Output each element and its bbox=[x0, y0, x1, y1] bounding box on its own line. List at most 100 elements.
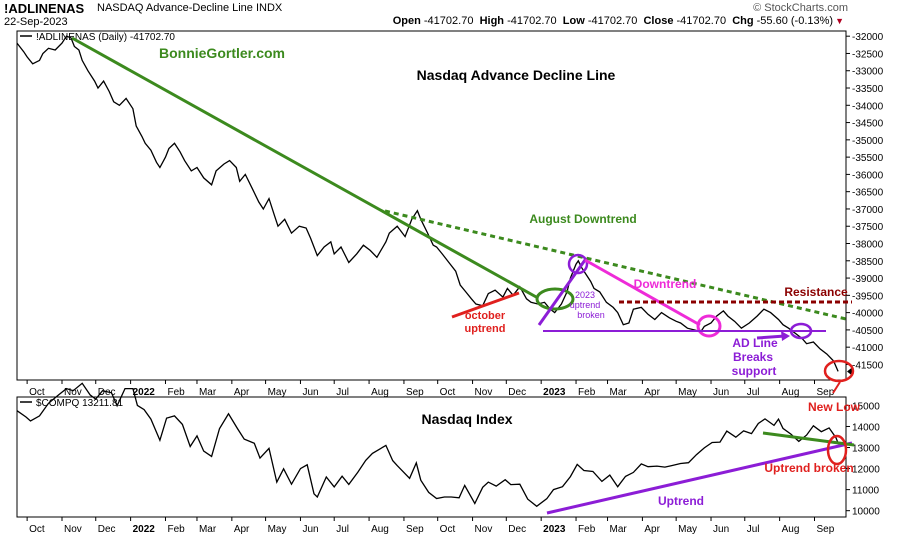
x-tick-label: Feb bbox=[578, 387, 596, 398]
uptrend-2023-label: 2023 bbox=[575, 290, 595, 300]
y-tick-label: 13000 bbox=[852, 444, 880, 455]
y-tick-label: -40000 bbox=[852, 309, 884, 320]
chart-title: Nasdaq Advance Decline Line bbox=[417, 67, 616, 83]
close-label: Close bbox=[643, 15, 674, 27]
y-tick-label: -37000 bbox=[852, 205, 884, 216]
y-tick-label: -37500 bbox=[852, 222, 884, 233]
x-tick-label: Feb bbox=[167, 524, 185, 534]
x-tick-label: Dec bbox=[508, 387, 526, 398]
x-tick-label: Oct bbox=[440, 524, 456, 534]
x-tick-label: Apr bbox=[644, 387, 660, 398]
watermark-text: BonnieGortler.com bbox=[159, 45, 285, 61]
arrow-shaft bbox=[756, 334, 786, 340]
ohlc-readout: Open -41702.70 High -41702.70 Low -41702… bbox=[393, 15, 844, 27]
down-triangle-icon: ▼ bbox=[835, 16, 844, 26]
y-tick-label: 15000 bbox=[852, 401, 880, 412]
y-tick-label: -38000 bbox=[852, 240, 884, 251]
index-downtrend-line bbox=[762, 431, 855, 447]
x-tick-label: 2023 bbox=[543, 524, 566, 534]
high-value: -41702.70 bbox=[507, 15, 557, 27]
y-tick-label: -38500 bbox=[852, 257, 884, 268]
x-tick-label: Nov bbox=[475, 387, 493, 398]
x-tick-label: Apr bbox=[644, 524, 660, 534]
legend-label: $COMPQ 13211.81 bbox=[36, 398, 124, 409]
x-tick-label: Oct bbox=[29, 387, 45, 398]
x-tick-label: Sep bbox=[817, 524, 835, 534]
x-tick-label: Aug bbox=[371, 524, 389, 534]
breakdown-circle bbox=[535, 287, 575, 311]
chart-date: 22-Sep-2023 bbox=[4, 16, 68, 28]
y-tick-label: -36000 bbox=[852, 170, 884, 181]
resistance-label: Resistance bbox=[784, 285, 848, 299]
uptrend-label: uptrend bbox=[465, 323, 506, 335]
legend-label: !ADLINENAS (Daily) -41702.70 bbox=[36, 32, 175, 43]
high-label: High bbox=[479, 15, 505, 27]
x-tick-label: Jun bbox=[302, 524, 318, 534]
x-tick-label: Jul bbox=[747, 524, 760, 534]
y-tick-label: -32500 bbox=[852, 49, 884, 60]
chart-header: !ADLINENAS NASDAQ Advance-Decline Line I… bbox=[0, 0, 900, 30]
low-label: Low bbox=[562, 15, 585, 27]
index-break-circle bbox=[826, 434, 848, 466]
august-downtrend-line bbox=[384, 209, 847, 321]
chg-label: Chg bbox=[732, 15, 754, 27]
x-tick-label: Sep bbox=[817, 387, 835, 398]
panel-frame bbox=[16, 30, 847, 381]
ad-line-label: AD Line bbox=[732, 336, 778, 350]
x-tick-label: Sep bbox=[406, 387, 424, 398]
y-tick-label: -36500 bbox=[852, 188, 884, 199]
y-tick-label: 14000 bbox=[852, 422, 880, 433]
x-tick-label: Nov bbox=[64, 387, 82, 398]
y-tick-label: -33000 bbox=[852, 67, 884, 78]
x-tick-label: Apr bbox=[234, 387, 250, 398]
y-tick-label: -34000 bbox=[852, 101, 884, 112]
x-tick-label: Sep bbox=[406, 524, 424, 534]
x-tick-label: Oct bbox=[440, 387, 456, 398]
support-break-circle bbox=[789, 322, 813, 340]
y-tick-label: -35500 bbox=[852, 153, 884, 164]
low-circle bbox=[696, 314, 722, 338]
uptrend-2023-label: uptrend bbox=[570, 300, 601, 310]
x-tick-label: Aug bbox=[782, 387, 800, 398]
x-tick-label: Mar bbox=[199, 524, 217, 534]
symbol-name: NASDAQ Advance-Decline Line INDX bbox=[97, 2, 283, 14]
stockcharts-logo: © StockCharts.com bbox=[753, 2, 848, 14]
x-tick-label: Jul bbox=[747, 387, 760, 398]
arrow-head bbox=[781, 331, 790, 341]
open-value: -41702.70 bbox=[423, 15, 474, 27]
open-label: Open bbox=[392, 15, 421, 27]
october-label: october bbox=[465, 310, 506, 322]
chart-title: Nasdaq Index bbox=[421, 411, 512, 427]
y-tick-label: -39500 bbox=[852, 291, 884, 302]
x-tick-label: Aug bbox=[782, 524, 800, 534]
chg-value: -55.60 (-0.13%) bbox=[756, 15, 834, 27]
y-tick-label: 12000 bbox=[852, 465, 880, 476]
x-tick-label: Mar bbox=[199, 387, 217, 398]
uptrend-2023-label: broken bbox=[577, 310, 605, 320]
y-tick-label: -33500 bbox=[852, 84, 884, 95]
uptrend-broken-label: Uptrend broken bbox=[764, 461, 853, 475]
october-uptrend-line bbox=[451, 291, 520, 319]
x-tick-label: May bbox=[268, 524, 287, 534]
x-tick-label: Mar bbox=[610, 387, 628, 398]
y-tick-label: -32000 bbox=[852, 32, 884, 43]
y-tick-label: 11000 bbox=[852, 486, 880, 497]
index-uptrend-line bbox=[546, 441, 853, 515]
x-tick-label: Oct bbox=[29, 524, 45, 534]
x-tick-label: Dec bbox=[98, 524, 116, 534]
x-tick-label: Jul bbox=[336, 387, 349, 398]
x-tick-label: Nov bbox=[475, 524, 493, 534]
index-uptrend-label: Uptrend bbox=[658, 494, 704, 508]
x-tick-label: Jun bbox=[713, 387, 729, 398]
series-line bbox=[16, 35, 839, 372]
y-tick-label: -39000 bbox=[852, 274, 884, 285]
x-tick-label: 2022 bbox=[133, 387, 156, 398]
long-downtrend-line bbox=[71, 36, 539, 300]
series-line bbox=[16, 382, 839, 508]
x-tick-label: Jun bbox=[713, 524, 729, 534]
ad-line-label: support bbox=[732, 364, 777, 378]
new-low-arrow bbox=[832, 381, 841, 394]
y-tick-label: 10000 bbox=[852, 507, 880, 518]
x-tick-label: 2023 bbox=[543, 387, 566, 398]
